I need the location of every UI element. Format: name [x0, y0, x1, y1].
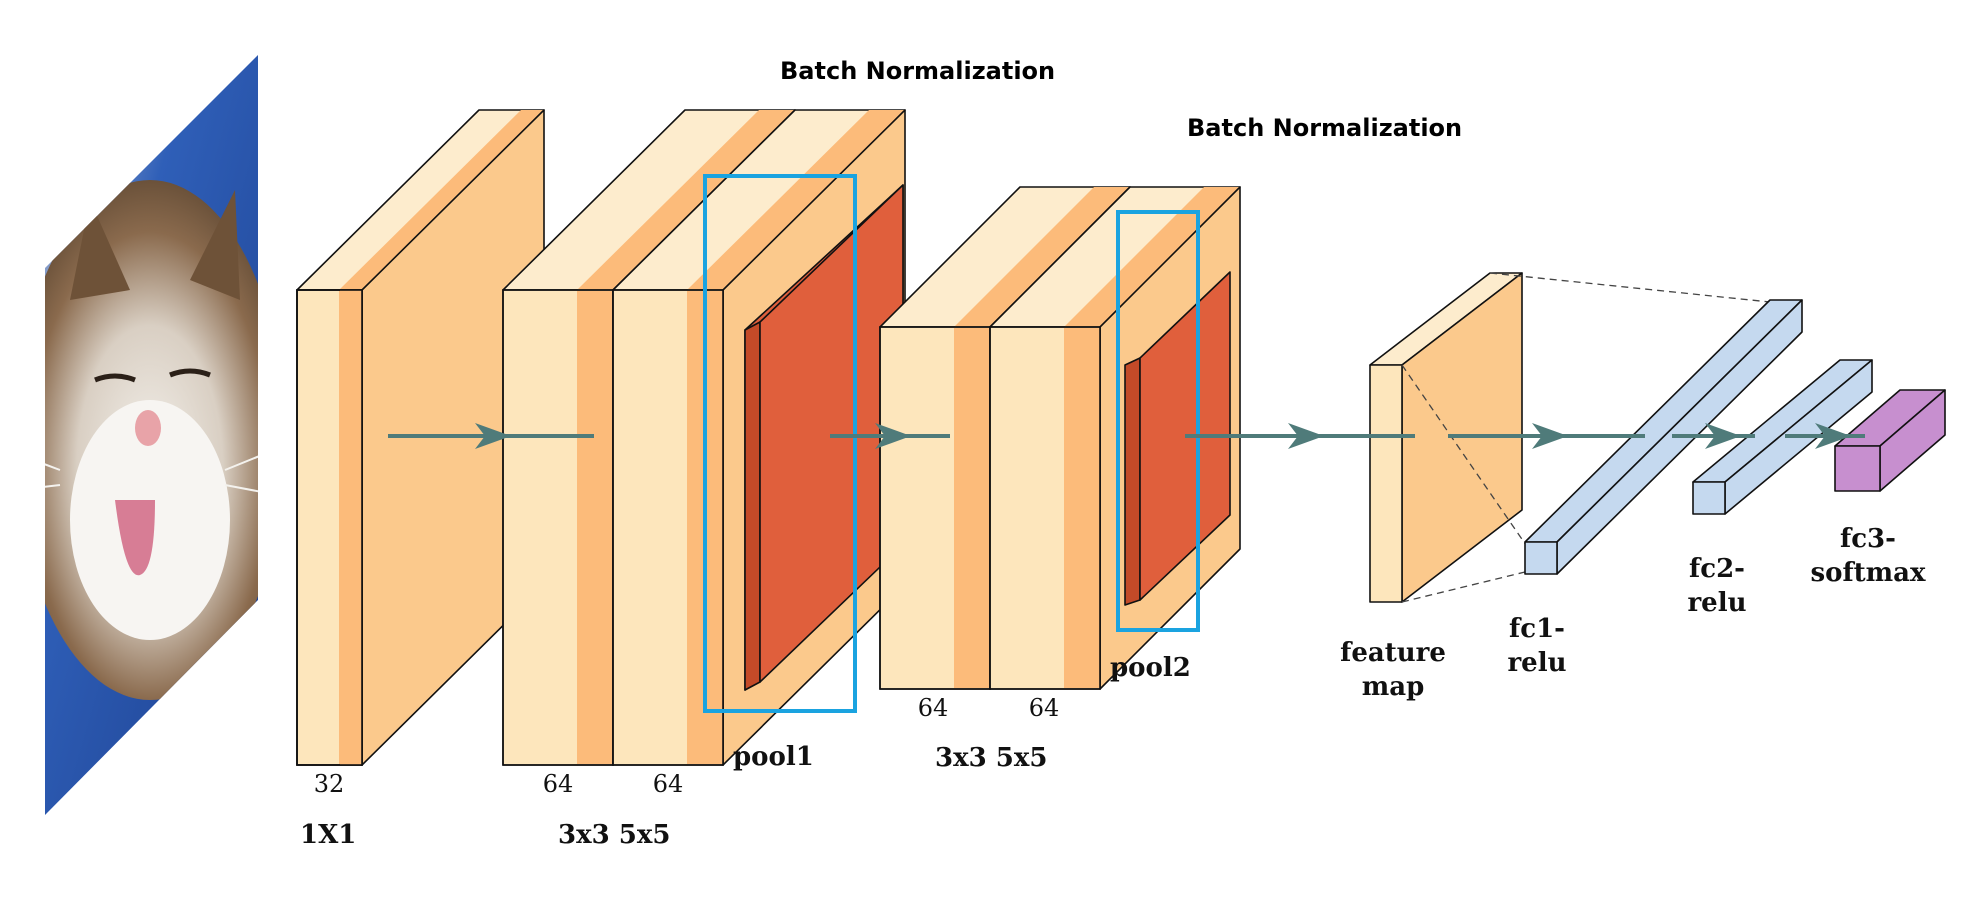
conv2-block-a-top-stripe — [577, 110, 795, 290]
conv1-front-stripe-2 — [340, 290, 362, 765]
conv2-block-b-front-outline — [612, 289, 724, 766]
fc3-label: fc3- softmax — [1810, 522, 1925, 590]
fc1-label-line-2: relu — [1507, 648, 1567, 678]
pool1-label: pool1 — [733, 742, 814, 772]
fc3-bar-front — [1834, 445, 1881, 492]
arrow-2-head — [875, 423, 911, 449]
fc3-label-line-1: fc3- — [1840, 524, 1896, 554]
conv2-block-b-top-stripe — [687, 110, 905, 290]
conv1-front-outline — [296, 289, 363, 766]
conv1-block-top-stripe — [339, 110, 544, 290]
fc2-label: fc2- relu — [1687, 552, 1746, 620]
conv3-block-a-top-stripe — [954, 187, 1130, 327]
pool1-red-edge — [744, 321, 761, 691]
flow-arrows — [388, 423, 1865, 449]
fc1-bar-top — [1524, 299, 1803, 543]
arrow-5-head — [1705, 423, 1741, 449]
batch-normalization-label-2: Batch Normalization — [1187, 114, 1463, 142]
conv3-block-a-front-stripe — [954, 328, 990, 688]
conv2-block-a-front-stripe — [577, 291, 613, 764]
pool2-label: pool2 — [1110, 653, 1191, 683]
fc1-bar-front — [1524, 541, 1558, 575]
fc2-label-line-2: relu — [1687, 588, 1747, 618]
arrow-1-head — [475, 423, 511, 449]
cat-photo-icon — [45, 55, 258, 815]
conv1-caption: 1X1 — [300, 820, 357, 850]
conv3-depth-label-1: 64 — [917, 694, 949, 722]
conv2-depth-label-1: 64 — [542, 770, 574, 798]
batch-norm-box-1 — [703, 174, 857, 713]
conv1-depth-label: 32 — [313, 770, 345, 798]
conv3-depth-label-2: 64 — [1028, 694, 1060, 722]
arrow-3-head — [1288, 423, 1324, 449]
feature-map-proj-mid — [1401, 364, 1529, 549]
arrow-4-head — [1532, 423, 1568, 449]
batch-norm-box-2 — [1116, 210, 1200, 632]
pool2-red-edge — [1124, 357, 1141, 606]
batch-normalization-label-1: Batch Normalization — [780, 57, 1056, 85]
fc1-label: fc1- relu — [1507, 612, 1566, 680]
feature-map-proj-bottom — [1401, 571, 1526, 603]
fc2-bar-front — [1692, 481, 1726, 515]
fc3-label-line-2: softmax — [1810, 558, 1926, 588]
conv3-block-b-front-stripe — [1064, 328, 1100, 688]
conv2-depth-label-2: 64 — [652, 770, 684, 798]
arrow-6-head — [1815, 423, 1851, 449]
conv2-caption: 3x3 5x5 — [558, 820, 671, 850]
conv3-caption: 3x3 5x5 — [935, 743, 1048, 773]
feature-map-label: feature map — [1340, 636, 1446, 704]
conv3-block-b-front-outline — [989, 326, 1101, 690]
feature-map-label-line-2: map — [1361, 672, 1425, 702]
fc1-label-line-1: fc1- — [1509, 614, 1565, 644]
feature-map-label-line-1: feature — [1340, 638, 1446, 668]
feature-map-block-front-face — [1369, 364, 1403, 603]
fc2-label-line-1: fc2- — [1689, 554, 1745, 584]
feature-map-proj-top — [1489, 272, 1771, 303]
